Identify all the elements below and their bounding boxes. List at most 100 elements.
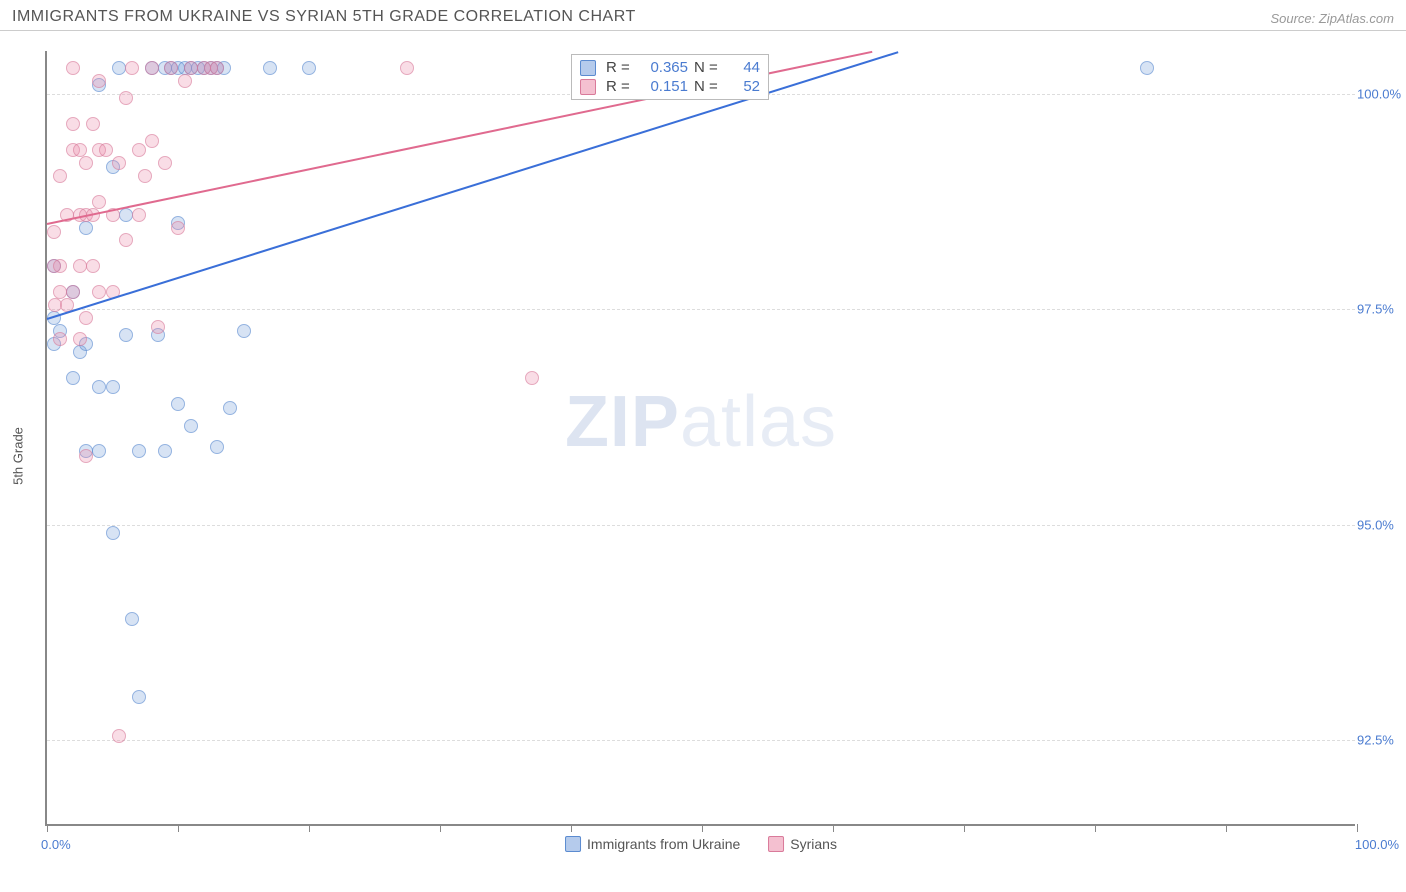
data-point	[171, 221, 185, 235]
legend-swatch	[768, 836, 784, 852]
legend-swatch	[565, 836, 581, 852]
data-point	[92, 285, 106, 299]
data-point	[92, 380, 106, 394]
data-point	[210, 440, 224, 454]
data-point	[119, 208, 133, 222]
legend-item: Immigrants from Ukraine	[565, 836, 740, 852]
x-tick	[1226, 824, 1227, 832]
legend-item: Syrians	[768, 836, 837, 852]
data-point	[47, 225, 61, 239]
data-point	[151, 320, 165, 334]
data-point	[132, 143, 146, 157]
legend-r-value: 0.365	[642, 59, 688, 76]
data-point	[138, 169, 152, 183]
data-point	[66, 61, 80, 75]
data-point	[145, 61, 159, 75]
data-point	[99, 143, 113, 157]
data-point	[184, 61, 198, 75]
data-point	[119, 328, 133, 342]
data-point	[184, 419, 198, 433]
y-axis-label: 5th Grade	[11, 427, 26, 485]
source-credit: Source: ZipAtlas.com	[1270, 11, 1394, 26]
data-point	[92, 74, 106, 88]
data-point	[237, 324, 251, 338]
y-tick-label: 100.0%	[1357, 87, 1405, 102]
x-tick	[702, 824, 703, 832]
data-point	[53, 259, 67, 273]
y-tick-label: 95.0%	[1357, 517, 1405, 532]
x-tick	[309, 824, 310, 832]
gridline-h	[47, 525, 1355, 526]
trend-line	[47, 51, 899, 320]
data-point	[53, 332, 67, 346]
data-point	[263, 61, 277, 75]
data-point	[171, 397, 185, 411]
data-point	[79, 311, 93, 325]
legend-label: Immigrants from Ukraine	[587, 836, 740, 852]
data-point	[66, 117, 80, 131]
legend-label: Syrians	[790, 836, 837, 852]
y-tick-label: 97.5%	[1357, 302, 1405, 317]
gridline-h	[47, 309, 1355, 310]
data-point	[106, 380, 120, 394]
data-point	[125, 612, 139, 626]
data-point	[73, 259, 87, 273]
data-point	[106, 526, 120, 540]
x-tick	[440, 824, 441, 832]
legend-n-value: 44	[730, 59, 760, 76]
y-tick-label: 92.5%	[1357, 732, 1405, 747]
data-point	[79, 156, 93, 170]
legend-swatch	[580, 79, 596, 95]
watermark: ZIPatlas	[565, 381, 837, 463]
data-point	[158, 444, 172, 458]
data-point	[132, 690, 146, 704]
data-point	[112, 729, 126, 743]
legend-n-label: N =	[694, 78, 724, 95]
data-point	[86, 259, 100, 273]
data-point	[125, 61, 139, 75]
data-point	[223, 401, 237, 415]
data-point	[79, 221, 93, 235]
data-point	[132, 208, 146, 222]
x-tick	[1357, 824, 1358, 832]
data-point	[66, 371, 80, 385]
x-tick	[178, 824, 179, 832]
legend-n-label: N =	[694, 59, 724, 76]
data-point	[525, 371, 539, 385]
data-point	[53, 169, 67, 183]
x-end-label: 100.0%	[1355, 837, 1399, 852]
data-point	[400, 61, 414, 75]
header-bar: IMMIGRANTS FROM UKRAINE VS SYRIAN 5TH GR…	[0, 0, 1406, 28]
data-point	[1140, 61, 1154, 75]
x-tick	[833, 824, 834, 832]
legend-r-label: R =	[606, 59, 636, 76]
x-tick	[1095, 824, 1096, 832]
chart-container: 5th Grade ZIPatlas 92.5%95.0%97.5%100.0%…	[0, 31, 1406, 881]
data-point	[132, 444, 146, 458]
data-point	[112, 156, 126, 170]
gridline-h	[47, 740, 1355, 741]
x-tick	[964, 824, 965, 832]
data-point	[119, 91, 133, 105]
legend-r-value: 0.151	[642, 78, 688, 95]
data-point	[79, 449, 93, 463]
data-point	[86, 117, 100, 131]
data-point	[178, 74, 192, 88]
watermark-rest: atlas	[680, 382, 837, 462]
data-point	[158, 156, 172, 170]
data-point	[210, 61, 224, 75]
source-name: ZipAtlas.com	[1319, 11, 1394, 26]
data-point	[73, 143, 87, 157]
series-legend: Immigrants from Ukraine Syrians	[565, 836, 837, 852]
data-point	[73, 332, 87, 346]
watermark-bold: ZIP	[565, 382, 680, 462]
data-point	[145, 134, 159, 148]
x-tick	[47, 824, 48, 832]
chart-title: IMMIGRANTS FROM UKRAINE VS SYRIAN 5TH GR…	[12, 8, 636, 26]
data-point	[164, 61, 178, 75]
source-prefix: Source:	[1270, 11, 1318, 26]
data-point	[92, 444, 106, 458]
legend-swatch	[580, 60, 596, 76]
x-start-label: 0.0%	[41, 837, 71, 852]
plot-area: ZIPatlas 92.5%95.0%97.5%100.0%0.0%100.0%…	[45, 51, 1355, 826]
